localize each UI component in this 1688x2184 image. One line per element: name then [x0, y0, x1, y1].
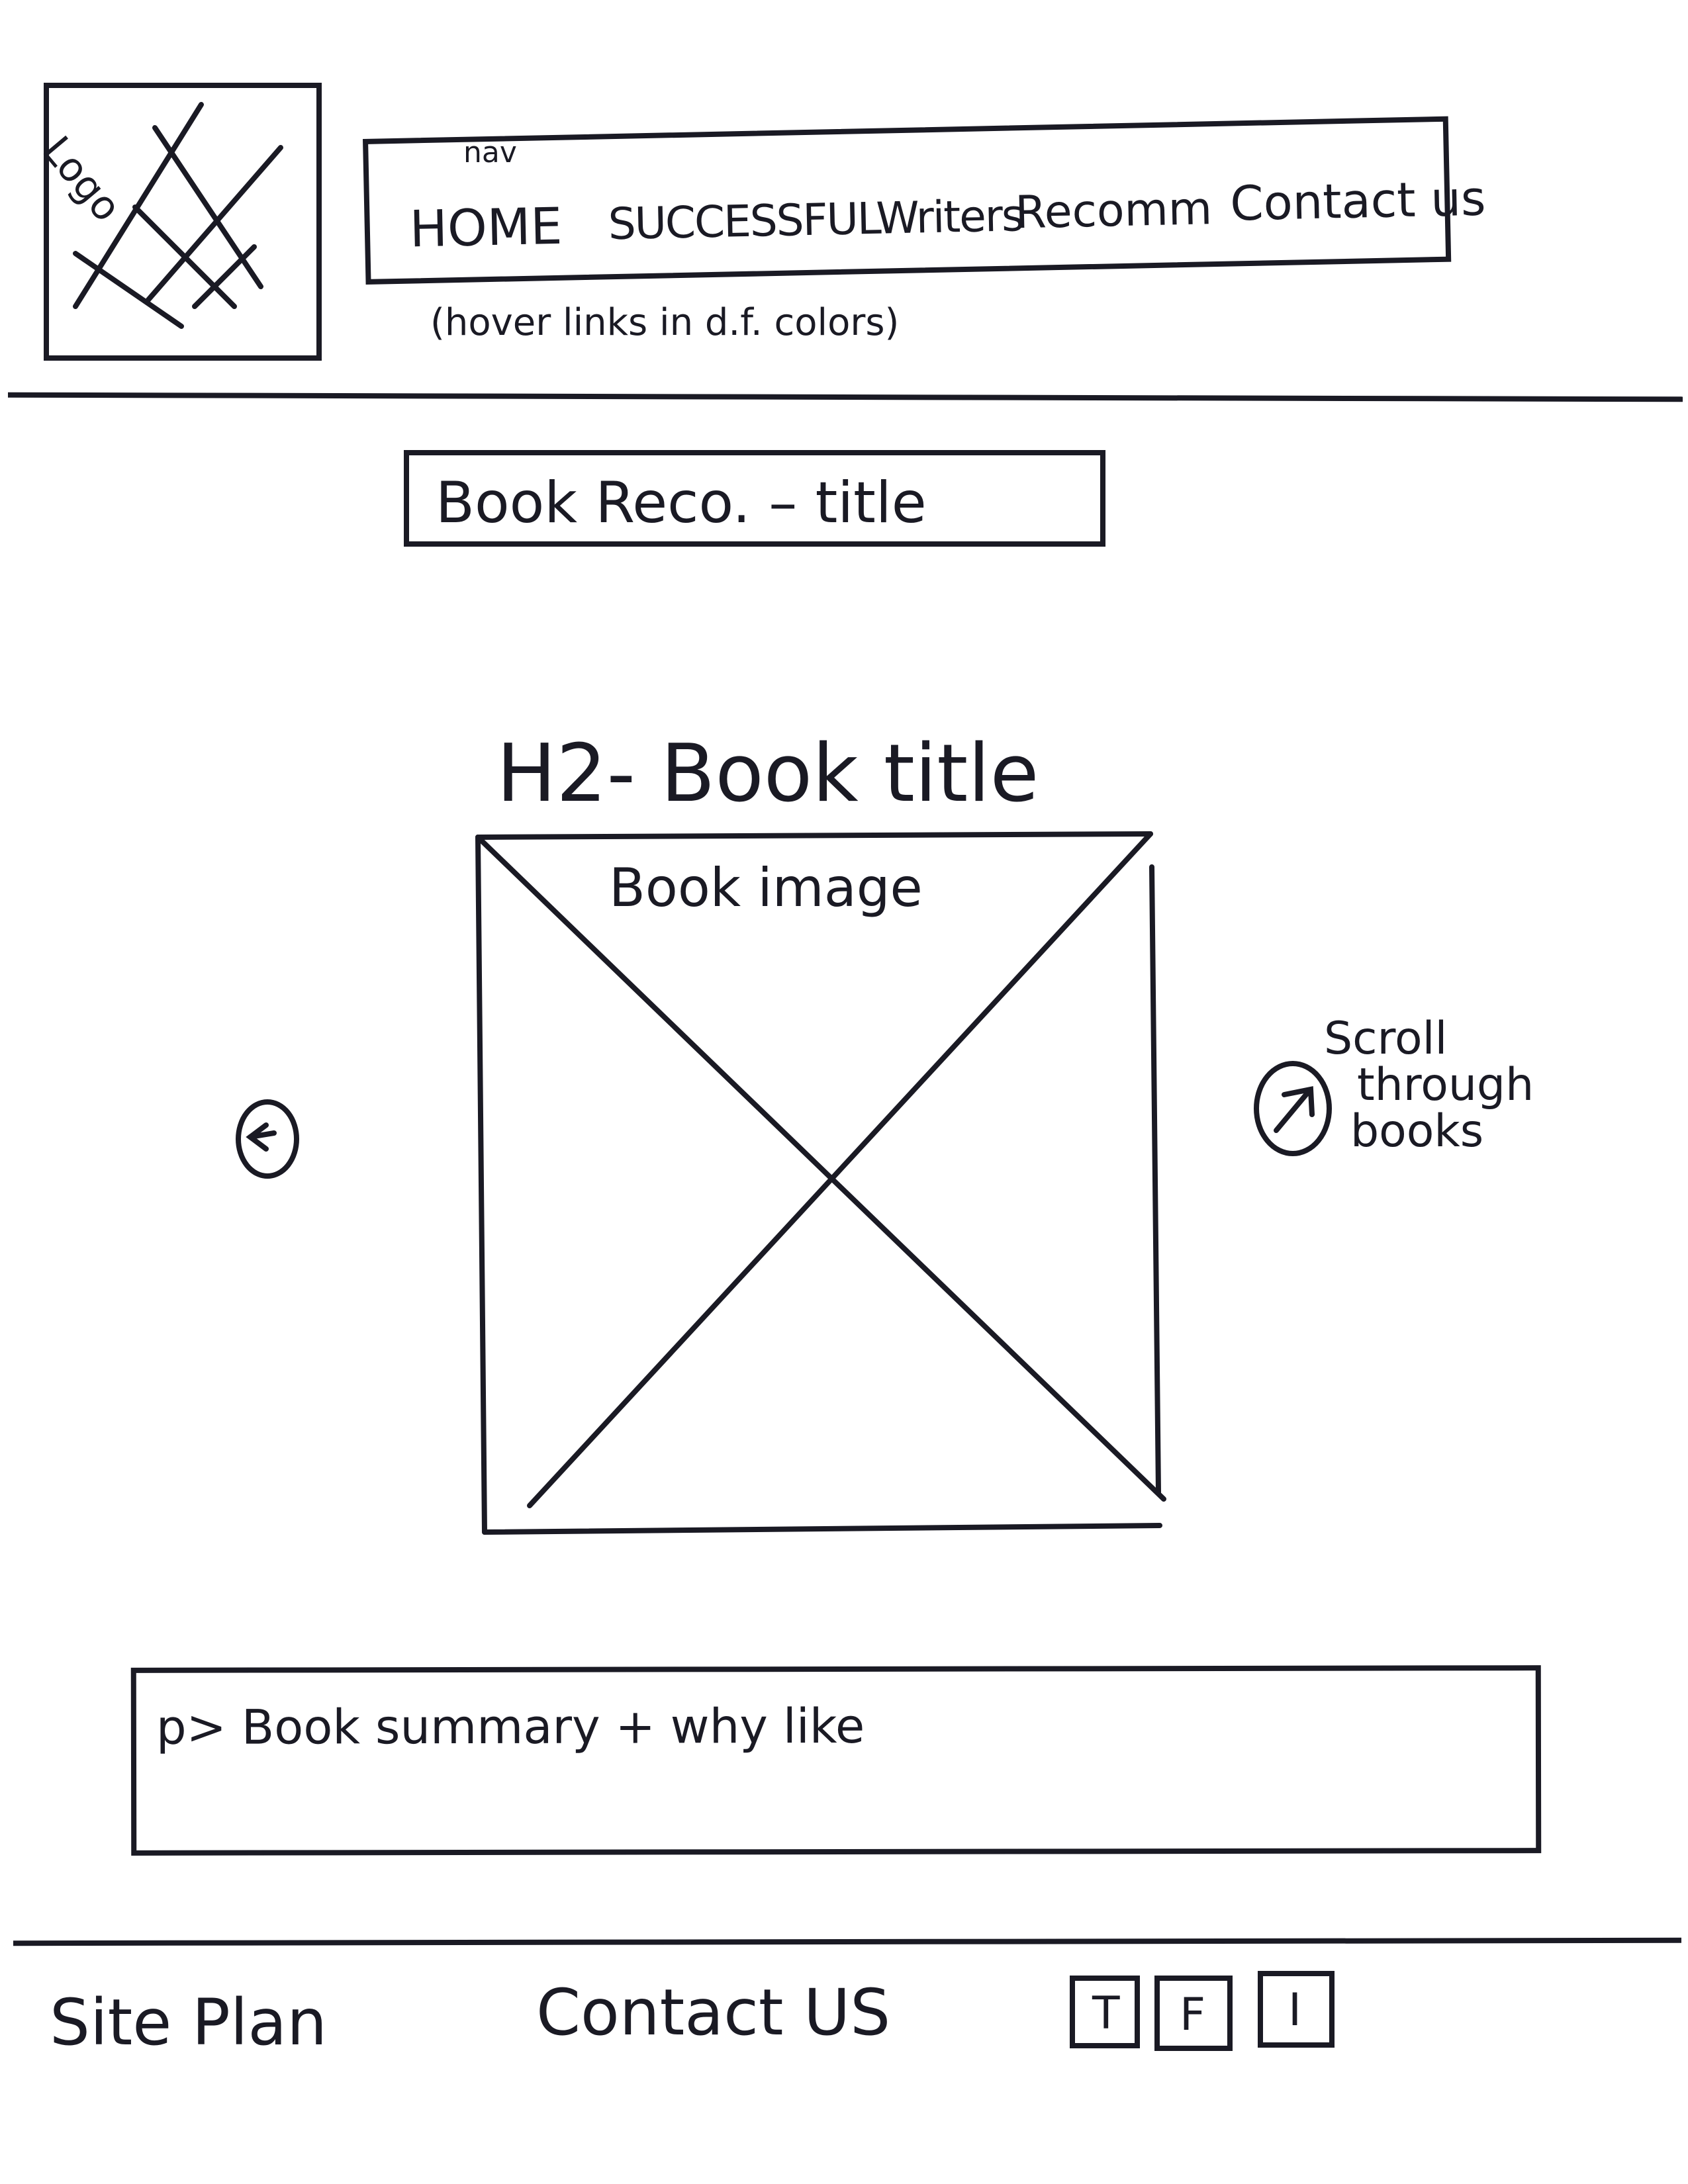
logo-crosshatch-graphic: [73, 102, 283, 329]
nav-item-recomm[interactable]: Recomm: [1014, 183, 1213, 240]
nav-bar: HOME SUCCESSFULWriters Recomm Contact us: [363, 116, 1486, 285]
footer-site-plan-link[interactable]: Site Plan: [50, 1985, 328, 2060]
nav-item-contact-us[interactable]: Contact us: [1229, 170, 1487, 232]
social-instagram-letter: I: [1288, 1984, 1302, 2036]
social-instagram-button[interactable]: I: [1258, 1971, 1335, 2048]
book-image-label: Book image: [609, 857, 923, 919]
next-book-button[interactable]: [1252, 1060, 1333, 1157]
summary-box: p> Book summary + why like: [130, 1665, 1542, 1856]
prev-book-button[interactable]: [234, 1099, 301, 1179]
social-twitter-button[interactable]: T: [1070, 1976, 1140, 2048]
logo-placeholder[interactable]: Logo: [33, 83, 322, 361]
nav-item-successful-writers[interactable]: SUCCESSFULWriters: [607, 190, 1024, 250]
page-title: Book Reco. – title: [436, 470, 927, 536]
header-divider: [7, 392, 1683, 402]
nav-hover-note: (hover links in d.f. colors): [430, 301, 900, 344]
summary-label: p> Book summary + why like: [156, 1698, 865, 1755]
scroll-note-line-1: Scroll: [1324, 1013, 1448, 1065]
social-facebook-letter: F: [1180, 1989, 1206, 2041]
social-twitter-letter: T: [1092, 1987, 1120, 2040]
scroll-note-line-3: books: [1350, 1105, 1484, 1158]
footer-divider: [13, 1937, 1682, 1946]
nav-item-home[interactable]: HOME: [408, 196, 563, 259]
scroll-note-line-2: through: [1357, 1059, 1534, 1111]
scroll-note: Scroll through books: [1317, 1013, 1542, 1185]
nav-label: nav: [463, 136, 517, 169]
book-image-crossed-box: [475, 831, 1166, 1535]
page-title-box: Book Reco. – title: [404, 450, 1105, 547]
footer-contact-link[interactable]: Contact US: [536, 1976, 891, 2050]
arrow-right-circle-icon: [1254, 1061, 1332, 1156]
book-heading: H2- Book title: [496, 728, 1039, 820]
arrow-left-circle-icon: [236, 1099, 299, 1179]
social-facebook-button[interactable]: F: [1154, 1976, 1233, 2051]
book-image-placeholder: Book image: [475, 831, 1166, 1539]
